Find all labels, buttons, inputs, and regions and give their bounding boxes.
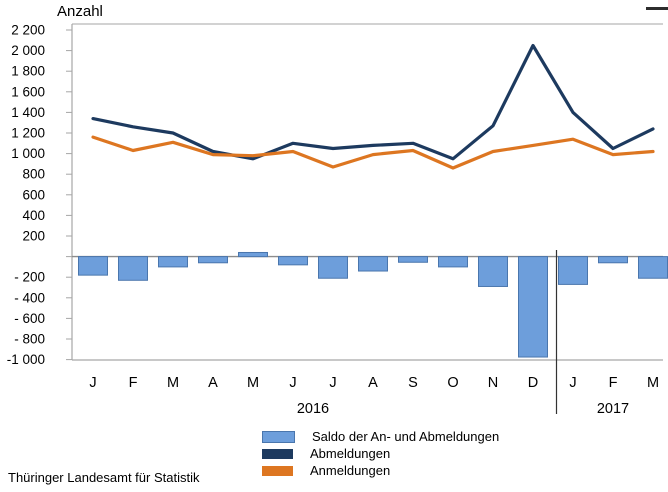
- saldo-bar: [238, 251, 268, 258]
- y-tick-label: - 600: [14, 311, 45, 326]
- legend-label-abmeldungen: Abmeldungen: [310, 446, 391, 461]
- saldo-bar: [398, 256, 428, 263]
- saldo-bar: [158, 256, 188, 268]
- source-attribution: Thüringer Landesamt für Statistik: [8, 470, 200, 485]
- y-tick-label: 2 000: [11, 43, 45, 58]
- x-month-label: D: [528, 375, 538, 391]
- abmeldungen-line: [91, 43, 655, 161]
- year-label: 2016: [297, 401, 329, 417]
- saldo-bar: [198, 256, 228, 264]
- saldo-bar: [518, 256, 548, 358]
- x-month-label: A: [208, 375, 218, 391]
- screen-edge-artifact: [646, 7, 668, 10]
- y-tick-label: 1 000: [11, 146, 45, 161]
- saldo-bar: [558, 256, 588, 285]
- saldo-bar: [278, 256, 308, 266]
- y-tick-label: - 200: [14, 270, 45, 285]
- x-month-label: J: [289, 375, 296, 391]
- saldo-bar: [478, 256, 508, 287]
- x-month-label: M: [247, 375, 259, 391]
- y-tick-label: 1 600: [11, 84, 45, 99]
- y-tick-label: 1 400: [11, 105, 45, 120]
- y-tick-label: 800: [22, 167, 45, 182]
- anmeldungen-line: [91, 135, 655, 170]
- legend-label-anmeldungen: Anmeldungen: [310, 463, 391, 478]
- x-month-label: J: [329, 375, 336, 391]
- x-month-label: M: [647, 375, 659, 391]
- x-month-label: N: [488, 375, 498, 391]
- x-month-label: O: [447, 375, 458, 391]
- saldo-bar: [118, 256, 148, 281]
- abmeldungen-line-swatch-icon: [262, 448, 293, 459]
- x-month-label: J: [89, 375, 96, 391]
- x-month-label: J: [569, 375, 576, 391]
- legend-label-saldo: Saldo der An- und Abmeldungen: [312, 429, 500, 444]
- y-tick-label: 1 200: [11, 126, 45, 141]
- y-tick-label: 2 200: [11, 23, 45, 38]
- y-axis-title: Anzahl: [57, 3, 103, 20]
- saldo-bar: [318, 256, 348, 279]
- anmeldungen-line-swatch-icon: [262, 465, 293, 476]
- saldo-bar: [78, 256, 108, 276]
- y-tick-label: 600: [22, 187, 45, 202]
- y-tick-label: - 400: [14, 290, 45, 305]
- x-month-label: M: [167, 375, 179, 391]
- saldo-bar: [358, 256, 388, 272]
- x-month-label: S: [408, 375, 418, 391]
- x-month-label: F: [609, 375, 618, 391]
- legend: Saldo der An- und Abmeldungen Abmeldunge…: [262, 428, 499, 479]
- y-tick-label: 400: [22, 208, 45, 223]
- y-tick-label: -1 000: [7, 352, 45, 367]
- y-tick-label: - 800: [14, 332, 45, 347]
- x-month-label: F: [129, 375, 138, 391]
- y-tick-label: 200: [22, 229, 45, 244]
- year-label: 2017: [597, 401, 629, 417]
- y-tick-label: 1 800: [11, 64, 45, 79]
- saldo-bar: [438, 256, 468, 268]
- legend-item-anmeldungen: Anmeldungen: [262, 462, 499, 479]
- legend-item-abmeldungen: Abmeldungen: [262, 445, 499, 462]
- x-month-label: A: [368, 375, 378, 391]
- legend-item-saldo: Saldo der An- und Abmeldungen: [262, 428, 499, 445]
- saldo-bar: [638, 256, 668, 279]
- saldo-bar-swatch-icon: [262, 430, 295, 443]
- saldo-bar: [598, 256, 628, 264]
